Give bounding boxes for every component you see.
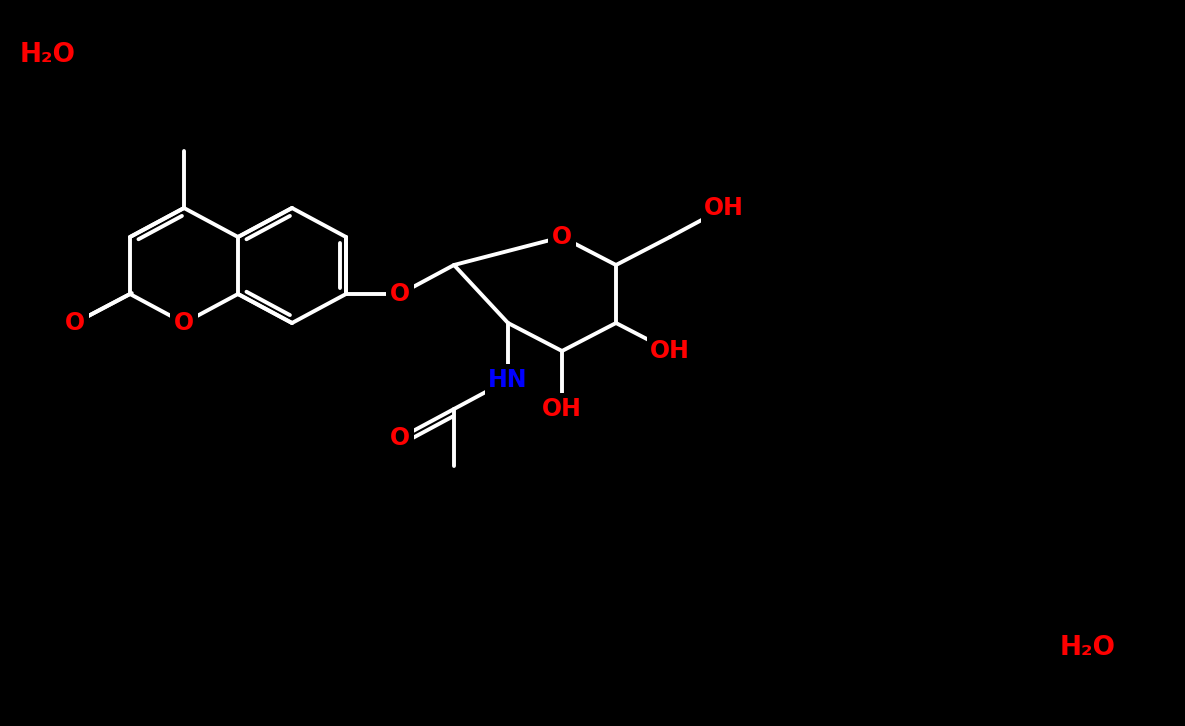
Text: O: O	[552, 225, 572, 249]
Text: H₂O: H₂O	[1061, 635, 1116, 661]
Text: O: O	[65, 311, 85, 335]
Text: H₂O: H₂O	[20, 42, 76, 68]
Text: OH: OH	[651, 339, 690, 363]
Text: OH: OH	[704, 196, 744, 220]
Text: OH: OH	[542, 397, 582, 421]
Text: O: O	[174, 311, 194, 335]
Text: HN: HN	[488, 368, 527, 392]
Text: O: O	[390, 282, 410, 306]
Text: O: O	[390, 426, 410, 450]
